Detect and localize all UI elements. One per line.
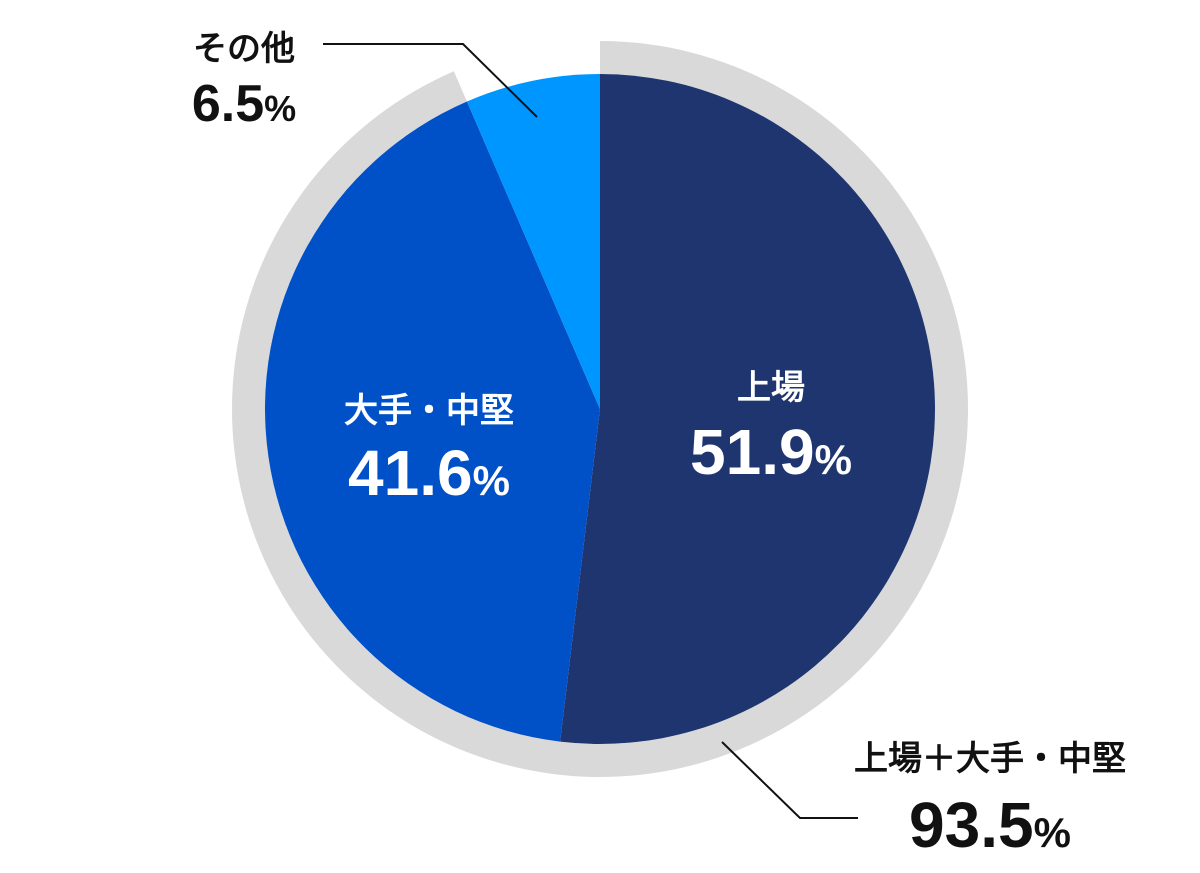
ring-value: 93.5% <box>909 789 1071 861</box>
ring-label: 上場＋大手・中堅 <box>854 739 1126 779</box>
leader-line-sonota <box>323 43 538 118</box>
label-layer: 上場 51.9% 大手・中堅 41.6% その他 6.5% 上場＋大手・中堅 9… <box>192 29 1126 861</box>
slice-sonota <box>466 74 600 409</box>
leader-lines <box>323 43 858 819</box>
leader-line-ring <box>721 741 858 819</box>
slice-label-sonota: その他 <box>193 29 295 69</box>
slice-layer <box>265 74 936 744</box>
slice-value-ootechuken: 41.6% <box>348 437 510 509</box>
slice-label-joujou: 上場 <box>737 368 805 408</box>
slice-ootechuken <box>265 101 600 742</box>
slice-joujou <box>560 74 936 744</box>
slice-label-ootechuken: 大手・中堅 <box>344 391 514 431</box>
slice-value-sonota: 6.5% <box>192 75 296 133</box>
slice-value-joujou: 51.9% <box>690 416 852 488</box>
